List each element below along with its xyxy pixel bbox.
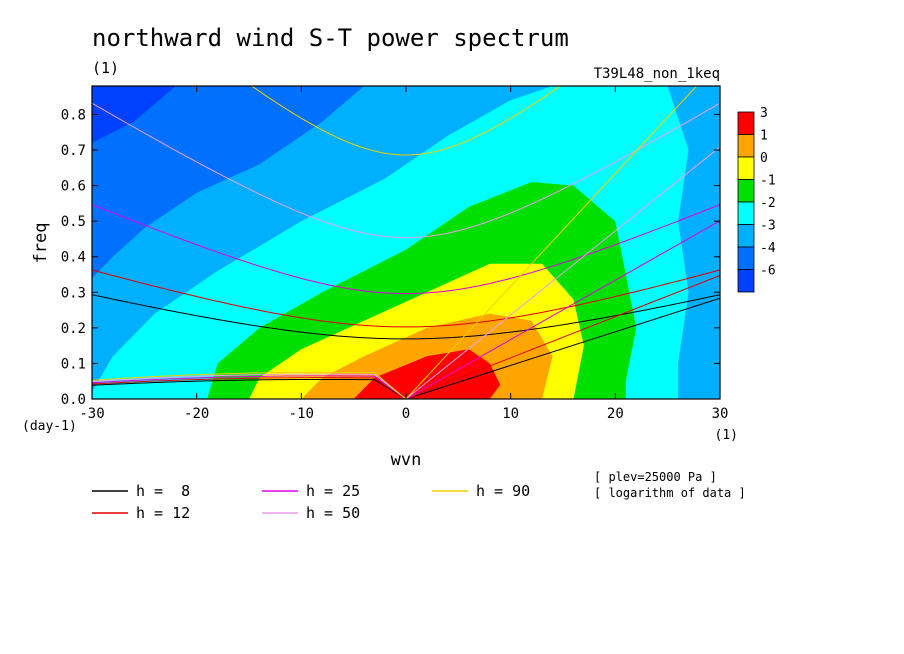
y-tick-label: 0.4	[61, 250, 86, 266]
colorbar-label: 1	[760, 129, 768, 144]
legend-label: h = 12	[136, 504, 190, 522]
dispersion-curves	[92, 86, 720, 399]
x-tick-label: 0	[402, 406, 410, 422]
colorbar-label: -6	[760, 264, 776, 279]
dispersion-curve-ig-h90	[250, 86, 562, 156]
x-tick-label: -20	[184, 406, 209, 422]
plot-area	[92, 86, 720, 399]
legend-label: h = 25	[306, 482, 360, 500]
dispersion-curve-kelvin-h50	[405, 146, 720, 399]
y-tick-label: 0.7	[61, 143, 86, 159]
x-tick-label: -30	[79, 406, 104, 422]
legend: h = 8 h = 12 h = 25 h = 50 h = 90	[92, 482, 530, 522]
colorbar-label: 3	[760, 106, 768, 121]
dispersion-curve-ig-h25	[92, 204, 720, 295]
legend-label: h = 8	[136, 482, 190, 500]
colorbar-swatch	[737, 246, 755, 270]
note-plev: [ plev=25000 Pa ]	[594, 470, 717, 484]
x-axis: -30 -20 -10 0 10 20 30	[79, 86, 728, 422]
x-tick-label: 20	[607, 406, 624, 422]
colorbar: 3 1 0 -1 -2 -3 -4 -6	[737, 106, 776, 293]
dispersion-curve-kelvin-h12	[405, 275, 720, 399]
colorbar-swatch	[737, 179, 755, 203]
x-axis-label: wvn	[391, 450, 422, 470]
dispersion-curve-kelvin-h90	[405, 86, 698, 399]
dispersion-curve-rossby-h25	[92, 375, 407, 399]
y-tick-label: 0.1	[61, 356, 86, 372]
colorbar-label: -2	[760, 196, 776, 211]
y-tick-label: 0.8	[61, 107, 86, 123]
y-tick-label: 0.2	[61, 321, 86, 337]
chart-subtitle-right: T39L48_non_1keq	[594, 66, 720, 82]
dispersion-curve-rossby-h12	[92, 377, 407, 399]
dispersion-curve-rossby-h8	[92, 378, 407, 399]
colorbar-label: -1	[760, 174, 776, 189]
contour-level-m4	[92, 86, 365, 279]
dispersion-curve-ig-h12	[92, 269, 720, 328]
colorbar-swatch	[737, 224, 755, 248]
colorbar-swatch	[737, 156, 755, 180]
y-axis-label: freq	[31, 223, 51, 264]
y-unit-label: (day-1)	[22, 419, 77, 434]
dispersion-curve-ig-h8	[92, 294, 720, 340]
colorbar-label: -3	[760, 219, 776, 234]
legend-label: h = 90	[476, 482, 530, 500]
chart-subtitle-left: (1)	[92, 59, 119, 77]
colorbar-swatch	[737, 201, 755, 225]
y-tick-label: 0.3	[61, 285, 86, 301]
colorbar-label: 0	[760, 151, 768, 166]
y-tick-label: 0.0	[61, 392, 86, 408]
x-tick-label: 30	[712, 406, 729, 422]
note-log: [ logarithm of data ]	[594, 486, 746, 500]
x-tick-label: -10	[289, 406, 314, 422]
dispersion-curve-rossby-h50	[92, 373, 407, 399]
dispersion-curve-kelvin-h8	[405, 297, 720, 399]
colorbar-swatch	[737, 111, 755, 135]
colorbar-swatch	[737, 269, 755, 293]
colorbar-swatch	[737, 134, 755, 158]
dispersion-curve-kelvin-h25	[405, 220, 720, 399]
y-tick-label: 0.5	[61, 214, 86, 230]
contour-level-m6	[92, 86, 176, 143]
legend-label: h = 50	[306, 504, 360, 522]
dispersion-curve-rossby-h90	[92, 371, 407, 399]
x-unit-label: (1)	[715, 428, 738, 443]
x-tick-label: 10	[502, 406, 519, 422]
y-tick-label: 0.6	[61, 179, 86, 195]
dispersion-curve-ig-h50	[92, 102, 720, 239]
y-axis: 0.0 0.1 0.2 0.3 0.4 0.5 0.6 0.7 0.8	[61, 107, 720, 408]
chart-title: northward wind S-T power spectrum	[92, 24, 569, 52]
colorbar-label: -4	[760, 241, 776, 256]
